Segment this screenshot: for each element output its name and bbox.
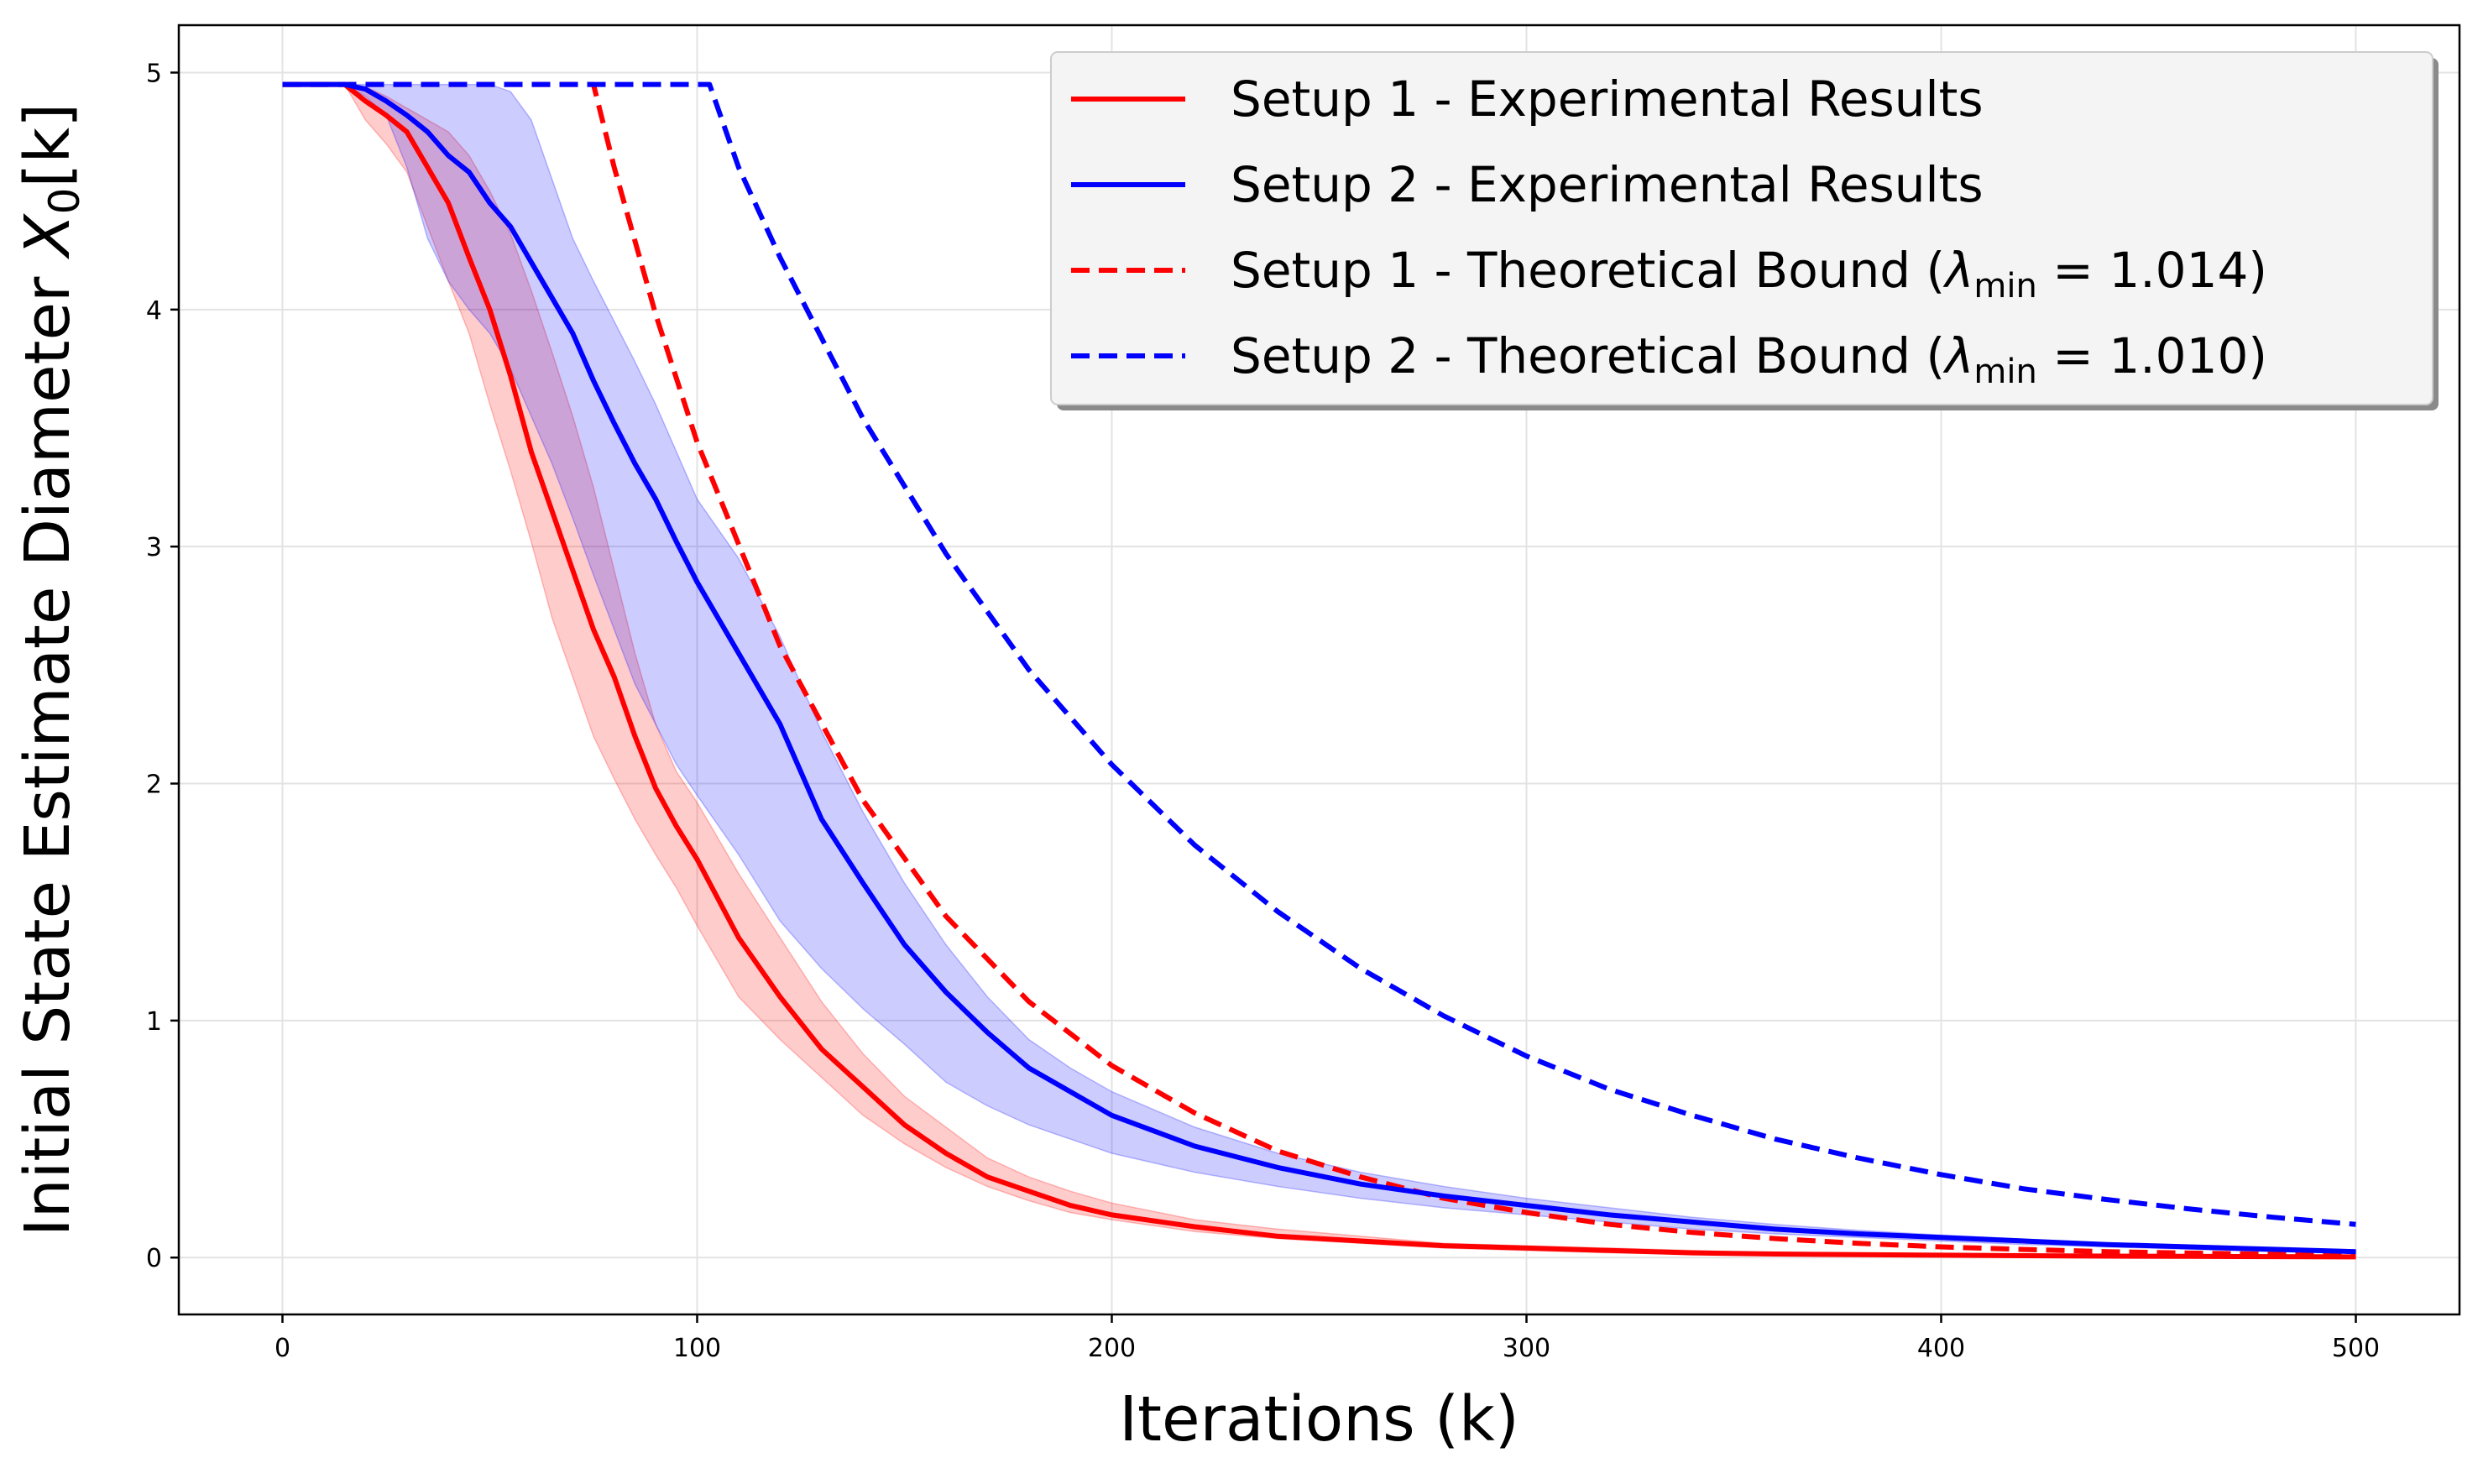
y-tick-label: 3 <box>146 533 162 562</box>
line-series-1 <box>282 81 2356 1260</box>
legend-lambda: λ <box>1942 327 1973 384</box>
x-axis-title: Iterations (k) <box>1119 1383 1519 1455</box>
y-axis-title-prefix: Initial State Estimate Diameter <box>12 257 84 1236</box>
legend: Setup 1 - Experimental Results Setup 2 - … <box>1050 51 2439 410</box>
legend-close: ) <box>2248 327 2267 384</box>
y-tick-label: 4 <box>146 296 162 326</box>
legend-lambda: λ <box>1942 242 1973 299</box>
legend-eq: = <box>2037 242 2109 299</box>
x-tick-label: 500 <box>2332 1334 2380 1363</box>
legend-close: ) <box>2248 242 2267 299</box>
plot-frame <box>177 24 2461 1316</box>
legend-lambda-value: 1.014 <box>2109 242 2248 299</box>
legend-label-text: Setup 2 - Theoretical Bound ( <box>1231 327 1945 384</box>
y-tick-label: 2 <box>146 771 162 800</box>
legend-label-1: Setup 1 - Experimental Results <box>1231 71 1984 128</box>
svg-text:Initial State Estimate Diamete: Initial State Estimate Diameter X0[k] <box>12 103 89 1236</box>
line-series-2 <box>282 81 2356 1255</box>
legend-label-4: Setup 2 - Theoretical Bound (λmin = 1.01… <box>1231 327 2267 391</box>
y-axis-title-suffix: [k] <box>12 103 84 188</box>
y-axis-title: Initial State Estimate Diameter X0[k] ^ <box>0 103 89 1236</box>
line-series-4 <box>282 81 2356 1227</box>
legend-label-text: Setup 2 - Experimental Results <box>1231 156 1984 213</box>
x-tick-label: 100 <box>673 1334 721 1363</box>
y-tick-label: 5 <box>146 59 162 88</box>
x-tick-label: 300 <box>1503 1334 1550 1363</box>
x-tick-label: 400 <box>1917 1334 1965 1363</box>
y-axis-title-subscript: 0 <box>40 188 89 215</box>
y-axis-title-hat: ^ <box>0 205 40 257</box>
x-tick-label: 200 <box>1088 1334 1136 1363</box>
legend-lambda-sub: min <box>1973 353 2036 391</box>
y-axis-title-symbol: X <box>12 212 84 260</box>
legend-label-text: Setup 1 - Experimental Results <box>1231 71 1984 128</box>
legend-label-3: Setup 1 - Theoretical Bound (λmin = 1.01… <box>1231 242 2267 306</box>
legend-box <box>1050 51 2433 405</box>
series-lines <box>282 81 2356 1260</box>
x-tick-label: 0 <box>274 1334 290 1363</box>
legend-lambda-sub: min <box>1973 267 2036 306</box>
line-series-3 <box>282 81 2356 1258</box>
legend-eq: = <box>2037 327 2109 384</box>
legend-lambda-value: 1.010 <box>2109 327 2248 384</box>
axis-ticks: 0 100 200 300 400 500 0 1 2 3 4 5 <box>146 59 2380 1363</box>
y-tick-label: 1 <box>146 1007 162 1037</box>
y-tick-label: 0 <box>146 1244 162 1273</box>
legend-label-2: Setup 2 - Experimental Results <box>1231 156 1984 213</box>
legend-label-text: Setup 1 - Theoretical Bound ( <box>1231 242 1945 299</box>
